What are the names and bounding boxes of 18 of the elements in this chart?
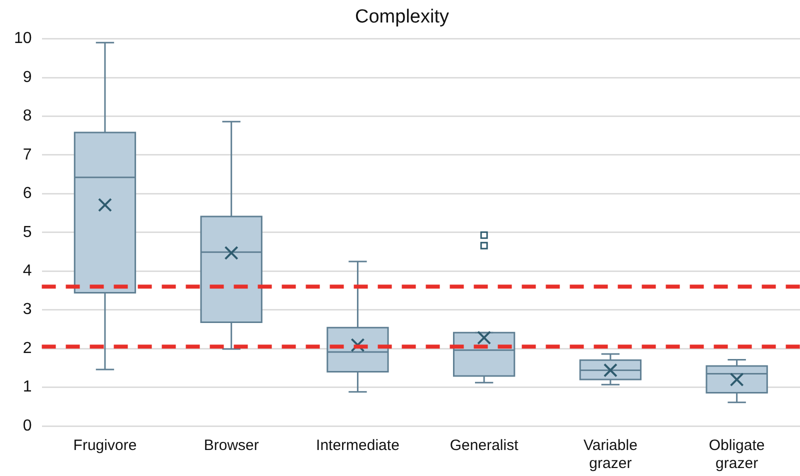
y-tick-label: 0 xyxy=(22,417,32,434)
y-tick-label: 9 xyxy=(22,68,32,86)
x-tick-label: Frugivore xyxy=(73,437,137,454)
y-tick-label: 2 xyxy=(22,340,32,357)
x-tick-label: Variable grazer xyxy=(583,437,638,472)
y-tick-label: 6 xyxy=(22,185,32,202)
y-tick-label: 5 xyxy=(22,224,32,241)
y-tick-label: 1 xyxy=(22,378,32,396)
y-tick-label: 8 xyxy=(22,108,32,125)
y-tick-label: 10 xyxy=(14,30,32,48)
x-tick-label: Browser xyxy=(204,437,259,454)
x-tick-label: Obligate grazer xyxy=(708,437,765,472)
y-tick-label: 3 xyxy=(22,301,32,318)
y-tick-label: 7 xyxy=(22,146,32,164)
x-tick-label: Generalist xyxy=(450,437,520,454)
x-tick-label: Intermediate xyxy=(316,437,400,454)
chart-title: Complexity xyxy=(355,6,450,28)
y-tick-label: 4 xyxy=(22,262,32,280)
